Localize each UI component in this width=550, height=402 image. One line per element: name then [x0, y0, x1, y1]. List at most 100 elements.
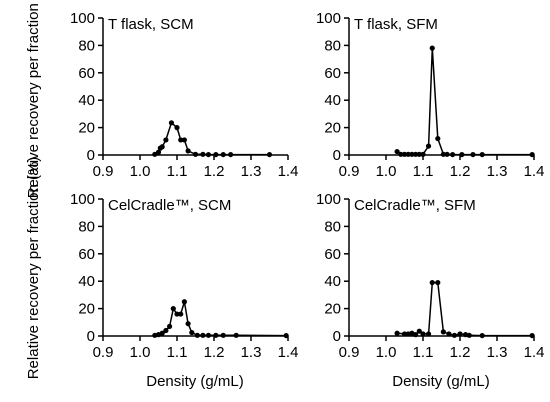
data-point — [451, 332, 458, 338]
data-point — [181, 299, 187, 305]
data-point — [413, 151, 419, 157]
data-point — [401, 151, 408, 157]
data-point — [401, 331, 408, 337]
data-point — [416, 328, 422, 334]
x-tick-label: 0.9 — [93, 344, 114, 361]
data-point — [405, 151, 411, 157]
x-tick-label: 1.1 — [413, 163, 434, 180]
y-tick-label: 40 — [78, 273, 95, 290]
y-axis-label-bottom: Relative recovery per fraction (%) — [25, 157, 42, 380]
data-point — [435, 279, 441, 286]
x-tick-label: 0.9 — [339, 344, 360, 361]
y-tick-label: 100 — [70, 191, 95, 208]
panel-celcradle-sfm: 0 20 40 60 80 100 0.9 1.0 1.1 1.2 1.3 1.4 CelCradle™… — [316, 191, 544, 361]
data-point — [398, 151, 404, 157]
y-tick-label: 40 — [324, 273, 341, 290]
data-point — [233, 332, 239, 338]
y-tick-label: 80 — [78, 218, 95, 235]
x-axis-label-left: Density (g/mL) — [146, 373, 244, 390]
y-tick-label: 0 — [333, 328, 341, 345]
y-tick-label: 60 — [324, 65, 341, 82]
data-point — [194, 332, 200, 338]
data-point — [429, 45, 435, 51]
data-point — [459, 151, 465, 158]
data-point — [413, 332, 419, 338]
data-point — [529, 151, 535, 158]
panel-title: CelCradle™, SFM — [354, 197, 476, 214]
x-tick-label: 1.3 — [241, 344, 262, 361]
data-point — [420, 151, 426, 157]
y-tick-label: 20 — [324, 301, 341, 318]
x-tick-label: 0.9 — [339, 163, 360, 180]
y-tick-label: 40 — [78, 92, 95, 109]
data-point — [178, 311, 184, 317]
data-point — [450, 151, 456, 158]
x-tick-label: 1.4 — [278, 344, 299, 361]
x-tick-label: 1.0 — [376, 344, 397, 361]
x-tick-label: 1.4 — [524, 163, 545, 180]
x-tick-label: 0.9 — [93, 163, 114, 180]
data-point — [466, 332, 472, 338]
data-point — [470, 151, 476, 158]
panel-celcradle-scm: 0 20 40 60 80 100 0.9 1.0 1.1 1.2 1.3 1.4 CelCradle™… — [70, 191, 298, 361]
y-tick-label: 80 — [78, 37, 95, 54]
data-point — [185, 148, 191, 154]
y-tick-label: 20 — [78, 301, 95, 318]
data-point — [174, 311, 180, 317]
data-point — [420, 331, 426, 337]
panel-title: CelCradle™, SCM — [108, 197, 231, 214]
x-axis-label-right: Density (g/mL) — [392, 373, 490, 390]
x-tick-label: 1.1 — [413, 344, 434, 361]
data-point — [416, 151, 422, 157]
data-point — [228, 151, 234, 158]
data-point — [163, 137, 169, 143]
x-tick-label: 1.4 — [278, 163, 299, 180]
data-point — [155, 149, 162, 155]
data-point — [429, 279, 435, 286]
data-point — [205, 332, 212, 338]
data-point — [159, 330, 165, 336]
y-tick-label: 0 — [87, 328, 95, 345]
y-tick-label: 20 — [324, 120, 341, 137]
data-point — [409, 151, 415, 157]
x-tick-label: 1.0 — [130, 344, 151, 361]
y-tick-label: 60 — [78, 246, 95, 263]
data-point — [425, 143, 432, 149]
y-axis-label-top: Relative recovery per fraction (%) — [25, 0, 42, 198]
data-point — [213, 332, 219, 338]
data-point — [266, 151, 273, 158]
data-point — [181, 137, 187, 143]
series-line — [397, 281, 533, 337]
data-point — [435, 135, 441, 142]
panel-t-flask-sfm: 0 20 40 60 80 100 0.9 1.0 1.1 1.2 1.3 1.4 T flask, S… — [316, 10, 544, 180]
y-tick-label: 80 — [324, 37, 341, 54]
y-tick-label: 100 — [316, 10, 341, 27]
data-point — [189, 329, 195, 336]
y-tick-label: 0 — [87, 147, 95, 164]
data-point — [213, 151, 219, 158]
x-tick-label: 1.2 — [204, 344, 225, 361]
x-tick-label: 1.3 — [487, 163, 508, 180]
series-line — [396, 48, 533, 156]
data-point — [174, 125, 180, 131]
panel-title: T flask, SFM — [354, 16, 438, 33]
x-tick-label: 1.3 — [241, 163, 262, 180]
data-point — [394, 330, 400, 336]
data-point — [444, 151, 450, 157]
y-tick-label: 0 — [333, 147, 341, 164]
y-tick-label: 60 — [78, 65, 95, 82]
y-tick-label: 100 — [70, 10, 95, 27]
data-point — [457, 331, 463, 337]
data-point — [446, 331, 452, 337]
series-line — [154, 121, 270, 156]
x-tick-label: 1.2 — [450, 344, 471, 361]
y-tick-label: 20 — [78, 120, 95, 137]
data-point — [220, 151, 226, 158]
x-tick-label: 1.0 — [376, 163, 397, 180]
x-tick-label: 1.0 — [130, 163, 151, 180]
y-tick-label: 60 — [324, 246, 341, 263]
x-tick-label: 1.1 — [167, 163, 188, 180]
y-tick-label: 40 — [324, 92, 341, 109]
data-point — [205, 151, 212, 158]
